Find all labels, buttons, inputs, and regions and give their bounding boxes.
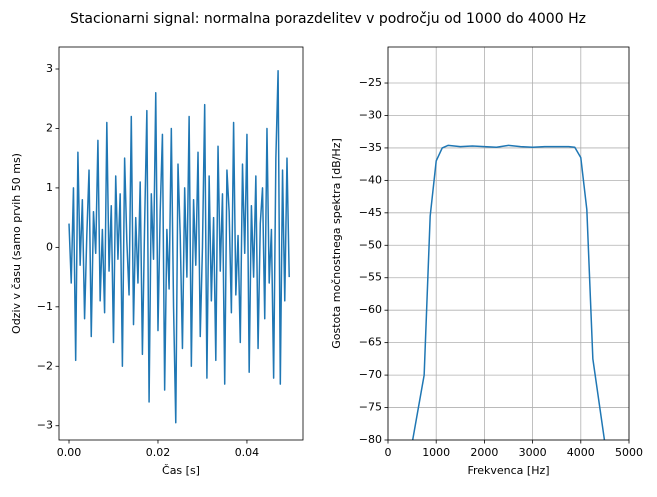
y-tick-label: 0 [46, 240, 53, 253]
x-tick-label: 3000 [519, 446, 547, 459]
y-tick-label: −75 [359, 401, 382, 414]
x-tick-label: 1000 [422, 446, 450, 459]
y-tick-label: −80 [359, 433, 382, 446]
y-axis-label: Odziv v času (samo prvih 50 ms) [10, 153, 23, 334]
figure-title: Stacionarni signal: normalna porazdelite… [70, 11, 586, 27]
x-tick-label: 0.04 [235, 446, 260, 459]
y-tick-label: −1 [37, 300, 53, 313]
y-tick-label: 2 [46, 121, 53, 134]
y-tick-label: −45 [359, 206, 382, 219]
data-line [68, 70, 290, 424]
x-tick-label: 0.00 [57, 446, 82, 459]
x-tick-label: 0 [385, 446, 392, 459]
x-axis-label: Frekvenca [Hz] [467, 464, 549, 477]
y-tick-label: −25 [359, 76, 382, 89]
y-axis-label: Gostota močnostnega spektra [dB/Hz] [330, 138, 343, 349]
y-tick-label: −2 [37, 359, 53, 372]
y-tick-label: −50 [359, 238, 382, 251]
y-tick-label: −40 [359, 173, 382, 186]
x-tick-label: 5000 [615, 446, 643, 459]
y-tick-label: 3 [46, 62, 53, 75]
x-tick-label: 4000 [567, 446, 595, 459]
y-tick-label: −65 [359, 336, 382, 349]
data-line [411, 144, 606, 440]
x-axis-label: Čas [s] [162, 464, 200, 477]
axes-frame [58, 46, 304, 441]
y-tick-label: −60 [359, 303, 382, 316]
x-tick-label: 2000 [470, 446, 498, 459]
y-tick-label: 1 [46, 181, 53, 194]
y-tick-label: −30 [359, 108, 382, 121]
y-tick-label: −55 [359, 271, 382, 284]
x-tick-label: 0.02 [146, 446, 171, 459]
y-tick-label: −70 [359, 368, 382, 381]
y-tick-label: −35 [359, 141, 382, 154]
y-tick-label: −3 [37, 419, 53, 432]
axes-frame [387, 46, 630, 441]
